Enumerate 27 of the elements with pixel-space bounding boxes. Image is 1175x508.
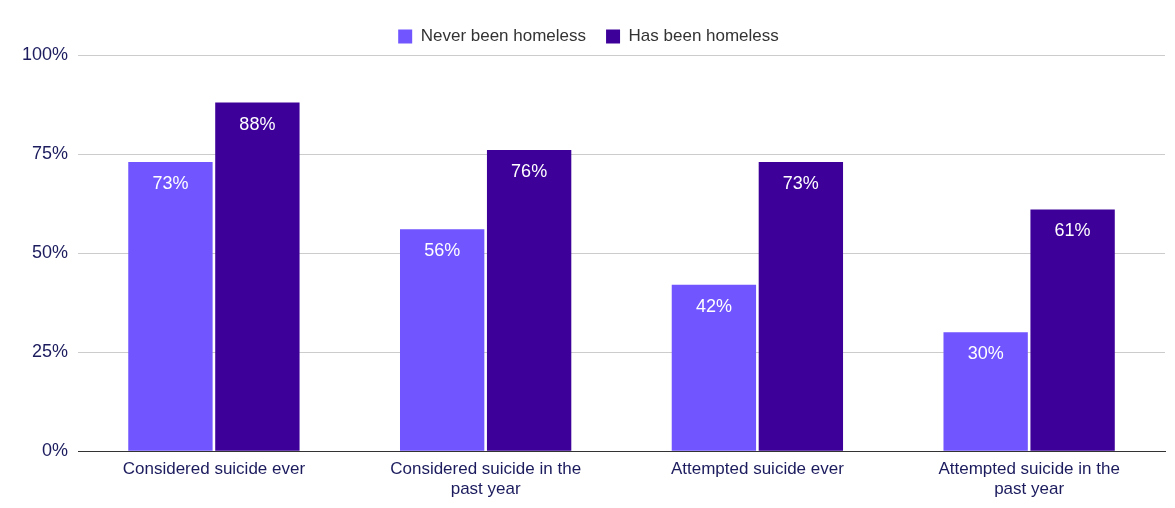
data-label: 30% xyxy=(967,343,1004,364)
data-label: 73% xyxy=(152,172,189,193)
data-label: 73% xyxy=(782,172,819,193)
y-tick-label: 75% xyxy=(32,143,69,164)
x-tick-label: Attempted suicide ever xyxy=(670,459,845,479)
y-tick-label: 100% xyxy=(21,43,69,64)
legend-label: Never been homeless xyxy=(420,26,587,46)
bar xyxy=(671,284,757,451)
y-tick-label: 50% xyxy=(32,242,69,263)
legend-label: Has been homeless xyxy=(628,26,779,46)
bar xyxy=(758,161,844,451)
bar xyxy=(486,150,572,451)
bar xyxy=(400,229,485,451)
data-label: 61% xyxy=(1054,220,1091,241)
data-label: 42% xyxy=(695,295,732,316)
data-label: 88% xyxy=(239,113,276,134)
bar xyxy=(128,161,213,451)
data-label: 56% xyxy=(424,240,461,261)
data-label: 76% xyxy=(511,161,548,182)
bar xyxy=(215,102,300,451)
y-tick-label: 25% xyxy=(32,341,69,362)
y-tick-label: 0% xyxy=(42,440,69,461)
x-tick-label: Attempted suicide in the past year xyxy=(938,459,1120,499)
x-tick-label: Considered suicide ever xyxy=(122,459,306,479)
x-tick-label: Considered suicide in the past year xyxy=(390,459,582,499)
bar xyxy=(1030,209,1115,451)
bar xyxy=(943,332,1028,451)
